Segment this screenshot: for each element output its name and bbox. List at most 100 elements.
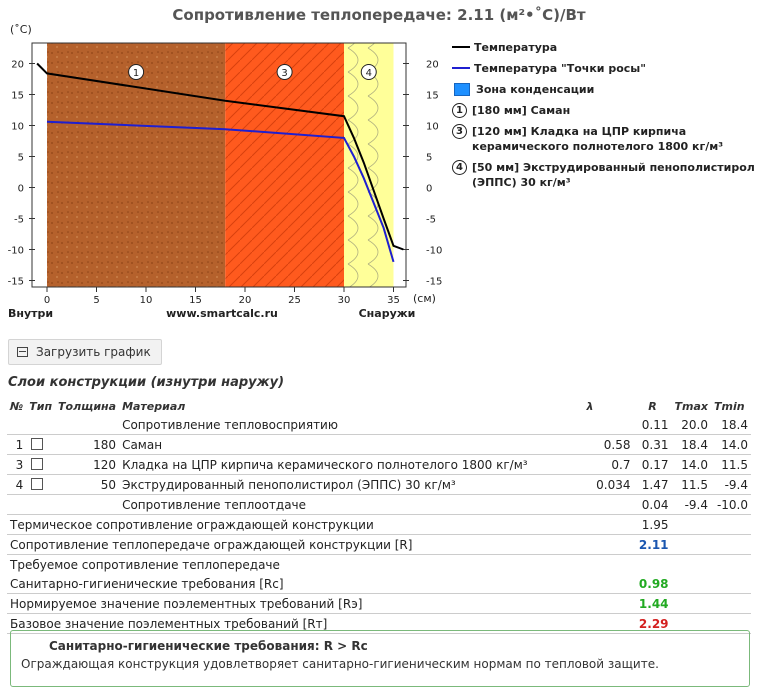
legend-layer-text: [120 мм] Кладка на ЦПР кирпича керамичес… [472,125,724,153]
thermal-chart: 20 20 15 15 10 10 5 5 0 0 -5 -5 -10 -10 -15 -15 0 5 10 15 20… [8,23,443,320]
table-row: Базовое значение поэлементных требований… [7,613,751,634]
y-tick-label-right: -5 [426,215,436,226]
legend-dew-label: Температура "Точки росы" [474,62,646,75]
row-num: 1 [7,434,27,455]
row-label: Термическое сопротивление ограждающей ко… [7,514,584,535]
load-chart-button[interactable]: Загрузить график [8,339,162,365]
dew-point-line [46,120,395,263]
legend-layer-1: 1 [180 мм] Саман [452,103,758,118]
row-thickness: 50 [55,474,120,495]
load-chart-button-label: Загрузить график [36,345,151,359]
legend-condensation-label: Зона конденсации [476,83,595,96]
row-label: Санитарно-гигиенические требования [Rc] [7,574,584,594]
condensation-swatch [454,83,470,96]
row-label: Сопротивление теплопередаче ограждающей … [7,534,584,555]
table-row[interactable]: 4 50 Экструдированный пенополистирол (ЭП… [7,474,751,495]
normative-r-value: 1.44 [633,593,672,614]
y-tick-label-right: 0 [426,184,432,195]
layer-marker-circle [360,64,377,80]
x-tick-label: 30 [338,295,351,306]
layer-number-badge: 3 [452,124,467,139]
legend-dew: Температура "Точки росы" [452,61,758,76]
row-r: 0.17 [633,454,672,475]
base-r-value: 2.29 [633,613,672,634]
row-r: 0.11 [633,415,672,435]
layer-type-checkbox[interactable] [31,477,44,490]
x-tick-label: 20 [239,295,252,306]
layer-type-checkbox[interactable] [31,457,44,470]
row-material: Кладка на ЦПР кирпича керамического полн… [119,454,584,475]
row-r: 1.47 [633,474,672,495]
row-r: 0.31 [633,434,672,455]
y-axis-unit: (˚С) [10,23,32,36]
row-tmin: -10.0 [711,494,751,515]
total-r-value: 2.11 [633,534,672,555]
dew-line-swatch [452,67,470,69]
row-lambda: 0.58 [583,434,634,455]
result-box: Санитарно-гигиенические требования: R > … [10,630,750,687]
y-tick-label-left: 5 [18,153,24,164]
layer-band-4 [344,43,394,287]
table-row: Требуемое сопротивление теплопередаче [7,555,751,575]
table-row: Сопротивление теплоотдаче 0.04 -9.4 -10.… [7,494,751,515]
col-material: Материал [122,399,186,413]
outside-air-zone [393,43,404,287]
y-tick-label-left: 15 [11,91,24,102]
table-row: Нормируемое значение поэлементных требов… [7,593,751,614]
y-tick-label-left: -10 [8,246,24,257]
x-tick-label: 35 [387,295,400,306]
layer-band-3 [225,43,344,287]
plot-frame [31,42,407,288]
x-tick-label: 10 [140,295,153,306]
table-row[interactable]: 3 120 Кладка на ЦПР кирпича керамическог… [7,454,751,475]
label-outside: Снаружи [359,307,416,320]
label-site: www.smartcalc.ru [166,307,278,320]
row-lambda: 0.7 [583,454,634,475]
label-inside: Внутри [8,307,53,320]
layer-marker-circle [276,64,293,80]
row-label: Требуемое сопротивление теплопередаче [10,557,280,572]
row-material: Экструдированный пенополистирол (ЭППС) 3… [119,474,584,495]
row-label: Сопротивление тепловосприятию [119,415,584,435]
layer-band-1 [47,43,226,287]
row-type[interactable] [26,474,56,495]
row-type[interactable] [26,434,56,455]
y-tick-label-right: 20 [426,60,439,71]
legend-layer-3: 3 [120 мм] Кладка на ЦПР кирпича керамич… [452,124,758,154]
row-label: Нормируемое значение поэлементных требов… [7,593,584,614]
table-row: Сопротивление теплопередаче ограждающей … [7,534,751,555]
y-tick-label-right: -10 [426,246,442,257]
row-tmin: 11.5 [711,454,751,475]
legend-layer-text: [180 мм] Саман [472,104,571,117]
row-thickness: 120 [55,454,120,475]
col-thickness: Толщина [58,399,117,413]
row-r: 1.95 [633,514,672,535]
table-row[interactable]: 1 180 Саман 0.58 0.31 18.4 14.0 [7,434,751,455]
col-tmax: Tmax [674,399,708,413]
result-text: Ограждающая конструкция удовлетворяет са… [21,657,659,671]
table-row: Сопротивление тепловосприятию 0.11 20.0 … [7,415,751,435]
row-num: 4 [7,474,27,495]
legend-layer-text: [50 мм] Экструдированный пенополистирол … [472,161,755,189]
layer-number-badge: 4 [452,160,467,175]
x-tick-label: 15 [189,295,202,306]
layer-marker-circle [128,64,145,80]
col-num: № [10,399,24,413]
x-tick-label: 0 [44,295,50,306]
row-type[interactable] [26,454,56,475]
row-tmin: 18.4 [711,415,751,435]
row-tmin: -9.4 [711,474,751,495]
layer-marker-number: 3 [281,68,287,79]
y-tick-label-left: 20 [11,60,24,71]
inside-air-zone [37,43,47,287]
y-tick-label-left: -15 [8,277,24,288]
x-axis-unit: (см) [413,292,436,305]
legend-temperature-label: Температура [474,41,558,54]
layer-type-checkbox[interactable] [31,437,44,450]
row-tmax: -9.4 [671,494,711,515]
save-icon [17,347,28,357]
chart-legend: Температура Температура "Точки росы" Зон… [452,40,758,196]
y-tick-label-left: 10 [11,122,24,133]
table-row: Термическое сопротивление ограждающей ко… [7,514,751,535]
legend-layer-4: 4 [50 мм] Экструдированный пенополистиро… [452,160,758,190]
